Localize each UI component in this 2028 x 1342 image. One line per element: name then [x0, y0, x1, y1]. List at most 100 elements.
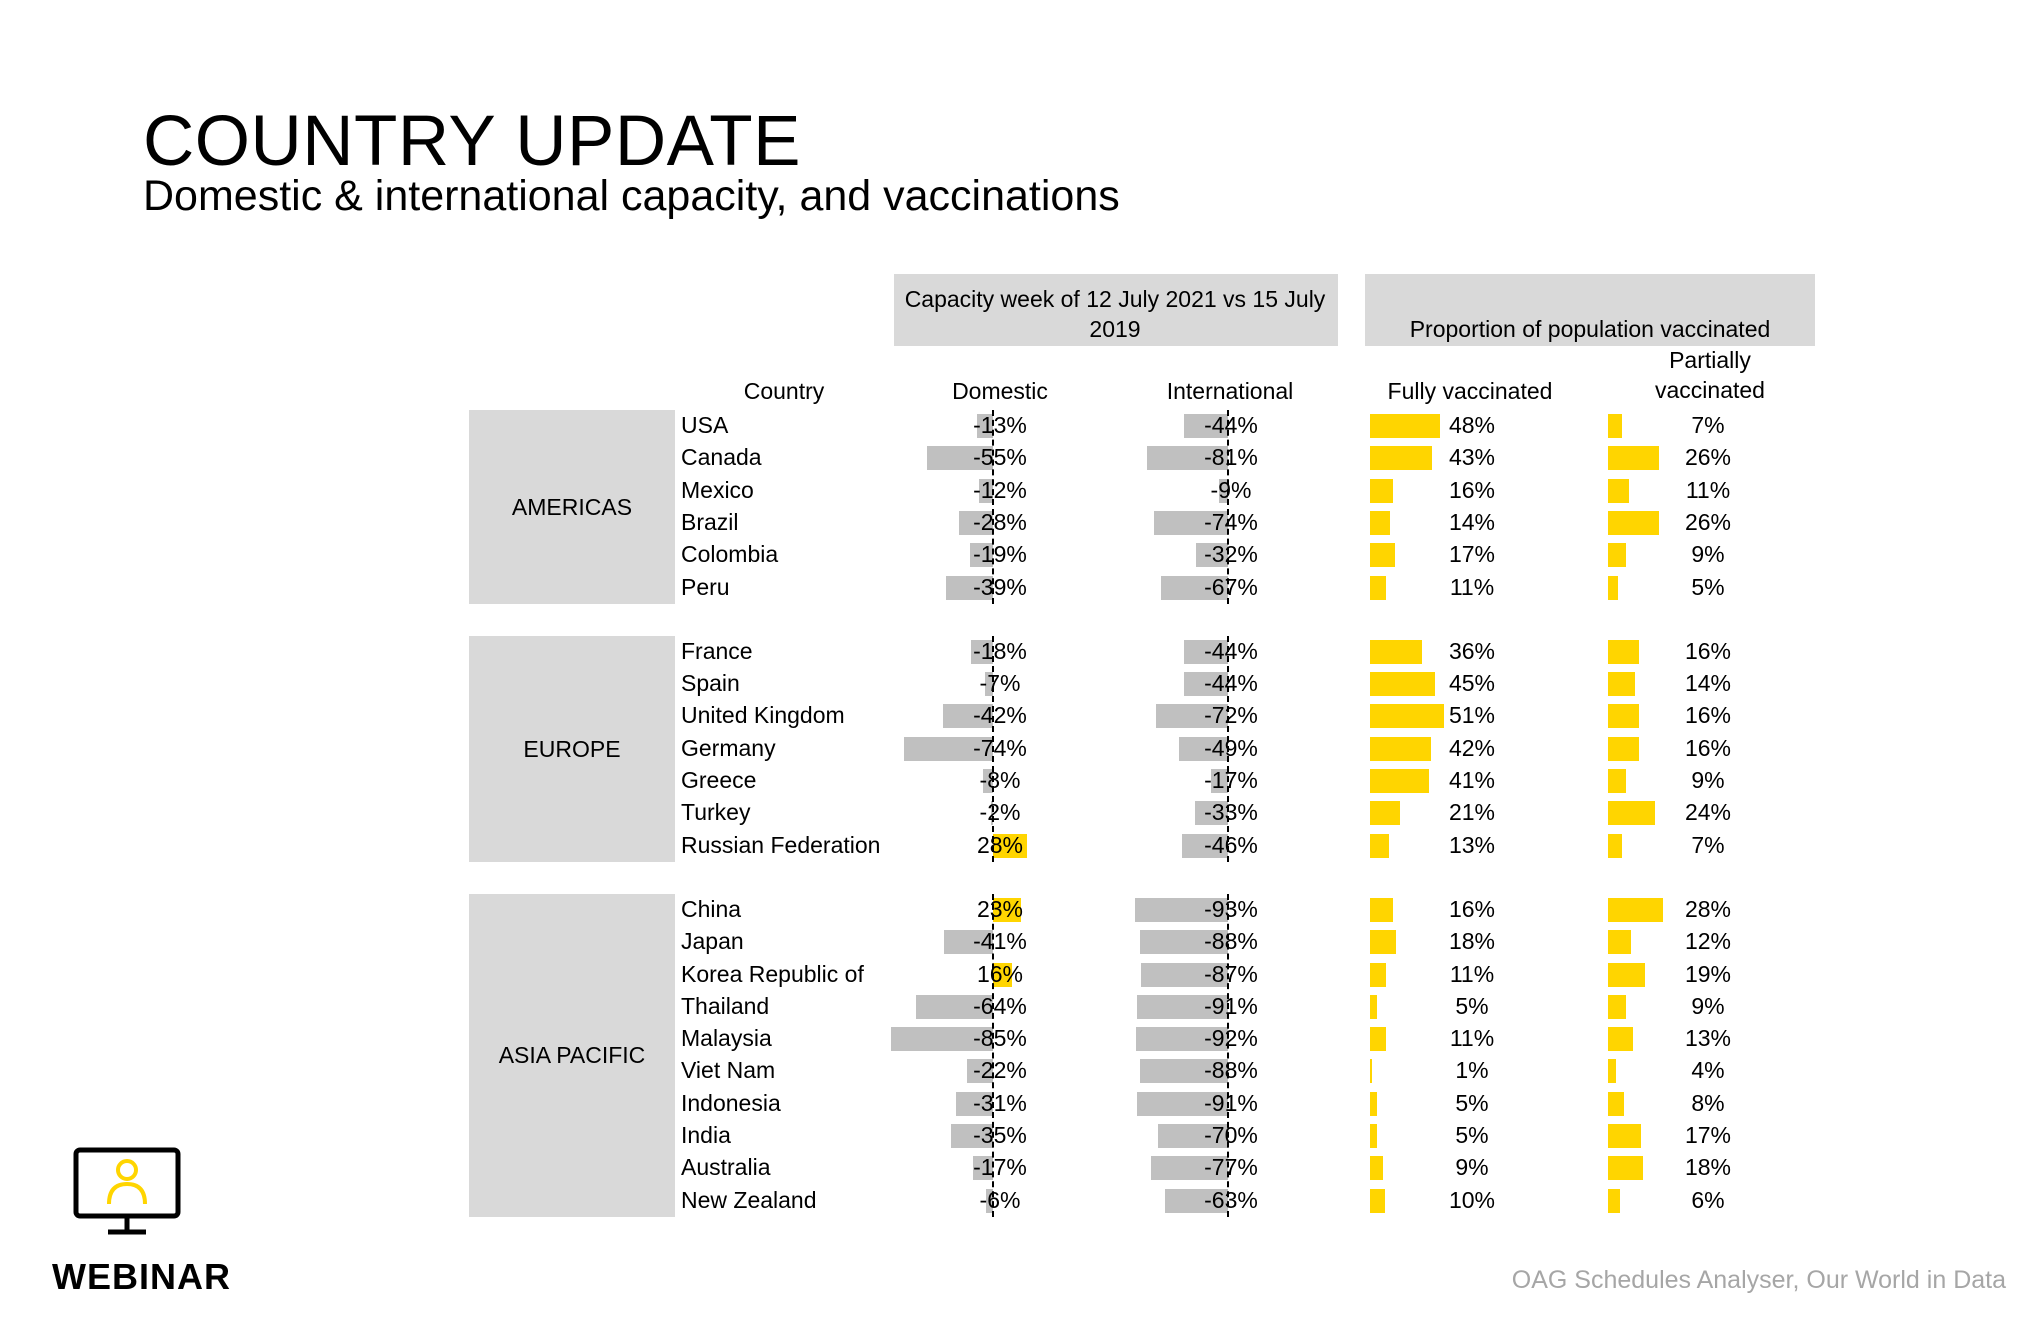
domestic-value: -12%: [973, 476, 1027, 503]
partially-value: 16%: [1684, 734, 1732, 761]
fully-value: 41%: [1448, 767, 1496, 793]
region-box: [469, 893, 675, 1217]
fully-bar: [1370, 639, 1423, 664]
partially-bar: [1608, 543, 1626, 568]
international-bar: [1135, 897, 1228, 922]
partially-value: 16%: [1684, 637, 1732, 664]
international-bar: [1140, 930, 1228, 955]
domestic-value: -7%: [979, 670, 1021, 697]
country-label: Greece: [681, 767, 757, 793]
domestic-bar: [959, 510, 993, 535]
partially-bar: [1608, 1124, 1642, 1148]
domestic-value: -41%: [973, 928, 1027, 955]
fully-value: 48%: [1448, 412, 1496, 438]
international-bar: [1165, 1188, 1228, 1213]
country-label: Brazil: [681, 508, 739, 535]
partially-bar: [1608, 801, 1655, 826]
domestic-bar: [943, 930, 993, 955]
fully-bar: [1370, 704, 1444, 729]
fully-bar: [1370, 446, 1433, 471]
country-label: Viet Nam: [681, 1057, 776, 1084]
partially-value: 19%: [1684, 960, 1732, 987]
partially-value: 26%: [1684, 508, 1732, 535]
domestic-value: -17%: [973, 1154, 1027, 1181]
fully-vaccinated-column-header: Fully vaccinated: [1387, 378, 1553, 404]
international-bar: [1156, 704, 1228, 729]
international-value: -67%: [1204, 573, 1258, 600]
partially-value: 6%: [1691, 1186, 1725, 1213]
domestic-zero-line: [992, 893, 994, 1217]
fully-value: 5%: [1455, 1122, 1489, 1148]
fully-value: 13%: [1448, 831, 1496, 858]
partially-bar: [1608, 510, 1659, 535]
international-value: -87%: [1204, 960, 1258, 987]
fully-bar: [1370, 510, 1391, 535]
partially-bar: [1608, 1188, 1620, 1213]
fully-value: 5%: [1455, 1089, 1489, 1116]
international-value: -91%: [1204, 992, 1258, 1019]
international-value: -9%: [1210, 476, 1252, 503]
international-value: -77%: [1204, 1154, 1258, 1181]
domestic-bar: [978, 478, 993, 503]
fully-value: 5%: [1455, 992, 1489, 1019]
region-label: EUROPE: [523, 735, 621, 762]
domestic-zero-line: [992, 635, 994, 862]
fully-value: 16%: [1448, 476, 1496, 503]
partially-bar: [1608, 962, 1646, 987]
domestic-bar: [993, 833, 1027, 858]
partially-bar: [1608, 672, 1636, 697]
international-value: -63%: [1204, 1186, 1258, 1213]
partially-bar: [1608, 736, 1640, 761]
domestic-value: -6%: [979, 1186, 1021, 1213]
domestic-bar: [946, 575, 993, 600]
international-bar: [1219, 478, 1228, 503]
fully-value: 36%: [1448, 637, 1496, 664]
international-value: -92%: [1204, 1025, 1258, 1052]
country-label: Spain: [681, 670, 740, 697]
fully-value: 11%: [1449, 573, 1495, 600]
partially-bar: [1608, 478, 1630, 503]
international-bar: [1196, 543, 1228, 568]
fully-bar: [1370, 769, 1430, 793]
partially-value: 5%: [1691, 573, 1725, 600]
partially-value: 17%: [1684, 1122, 1732, 1148]
partially-value: 4%: [1691, 1057, 1725, 1084]
international-value: -88%: [1204, 1057, 1258, 1084]
domestic-bar: [951, 1124, 993, 1148]
domestic-value: -42%: [973, 702, 1027, 729]
international-value: -49%: [1204, 734, 1258, 761]
partially-value: 26%: [1684, 444, 1732, 471]
international-bar: [1195, 801, 1228, 826]
country-label: Mexico: [681, 476, 754, 503]
country-label: United Kingdom: [681, 702, 845, 729]
page-subtitle: Domestic & international capacity, and v…: [143, 172, 1120, 220]
domestic-bar: [970, 543, 993, 568]
domestic-bar: [942, 704, 993, 729]
domestic-bar: [993, 962, 1013, 987]
domestic-value: -31%: [973, 1089, 1027, 1116]
country-label: Korea Republic of: [681, 960, 864, 987]
partially-value: 24%: [1684, 799, 1732, 826]
partially-value: 7%: [1691, 412, 1725, 438]
international-bar: [1184, 639, 1228, 664]
fully-value: 11%: [1449, 960, 1495, 987]
fully-bar: [1370, 1188, 1385, 1213]
domestic-bar: [972, 1156, 993, 1181]
fully-value: 43%: [1448, 444, 1496, 471]
domestic-value: -18%: [973, 637, 1027, 664]
domestic-value: 28%: [976, 831, 1024, 858]
domestic-bar: [971, 639, 993, 664]
fully-bar: [1370, 736, 1431, 761]
fully-bar: [1370, 994, 1378, 1019]
fully-bar: [1370, 962, 1386, 987]
domestic-value: -13%: [973, 412, 1027, 438]
partially-vaccinated-column-header: Partially vaccinated: [1655, 347, 1765, 403]
partially-bar: [1608, 897, 1663, 922]
international-value: -93%: [1204, 895, 1258, 922]
partially-bar: [1608, 994, 1626, 1019]
domestic-value: -8%: [979, 767, 1021, 793]
partially-bar: [1608, 1156, 1644, 1181]
webinar-monitor-icon: [73, 1147, 181, 1235]
international-bar: [1137, 994, 1228, 1019]
international-bar: [1136, 1027, 1228, 1052]
